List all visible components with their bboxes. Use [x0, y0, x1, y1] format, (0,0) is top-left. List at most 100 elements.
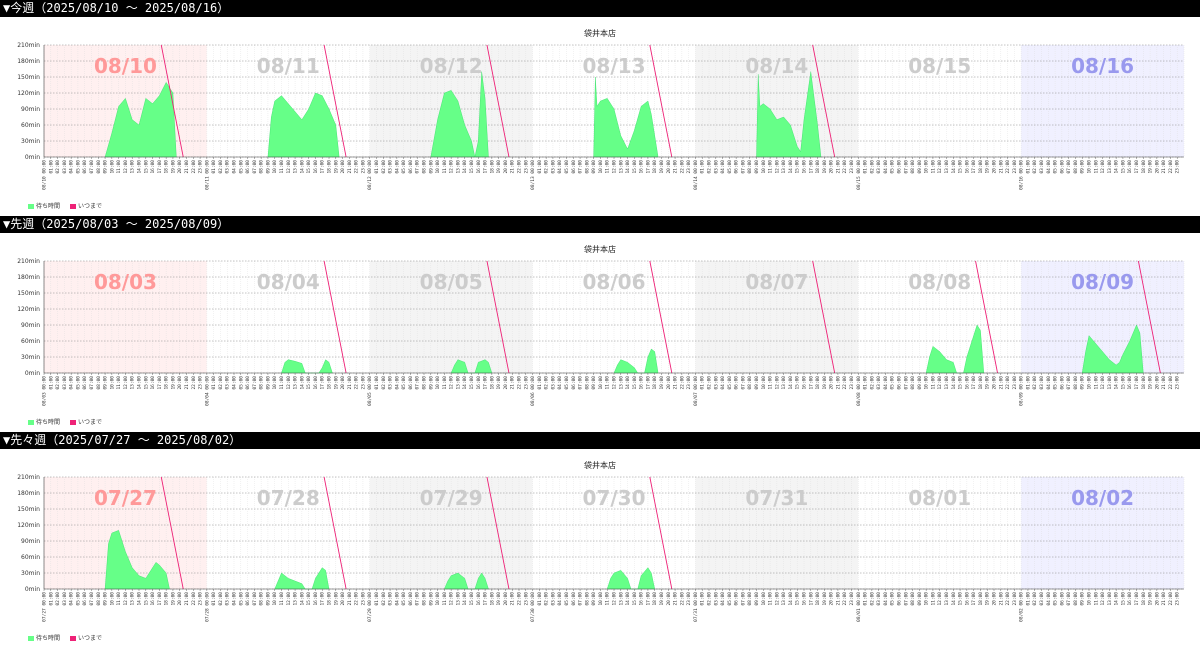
x-tick-label: 20:00	[992, 592, 998, 606]
y-tick-label: 180min	[17, 274, 40, 281]
x-tick-label: 03:00	[876, 592, 882, 606]
x-tick-label: 02:00	[707, 376, 713, 390]
x-tick-label: 08:00	[910, 592, 916, 606]
x-tick-label: 10:00	[924, 376, 930, 390]
x-tick-label: 14:00	[951, 376, 957, 390]
x-tick-label: 23:00	[686, 376, 692, 390]
x-tick-label: 21:00	[510, 592, 516, 606]
x-tick-label: 01:00	[211, 160, 217, 174]
x-tick-label: 07/31 00:00	[693, 592, 699, 622]
x-tick-label: 02:00	[218, 376, 224, 390]
x-tick-label: 04:00	[883, 160, 889, 174]
x-tick-label: 18:00	[164, 592, 170, 606]
x-tick-label: 12:00	[449, 376, 455, 390]
week-section-two-weeks-ago: ▼先々週（2025/07/27 ～ 2025/08/02） 袋井本店 0min 3…	[0, 432, 1200, 648]
legend-label-until: いつまで	[77, 635, 102, 642]
x-tick-label: 17:00	[645, 592, 651, 606]
x-tick-label: 12:00	[774, 160, 780, 174]
x-tick-label: 08/02 00:00	[1019, 592, 1025, 622]
x-tick-label: 03:00	[388, 592, 394, 606]
x-tick-label: 12:00	[286, 376, 292, 390]
x-tick-label: 08:00	[96, 160, 102, 174]
y-tick-label: 120min	[17, 306, 40, 313]
x-tick-label: 12:00	[937, 376, 943, 390]
x-tick-label: 08:00	[1073, 592, 1079, 606]
x-tick-label: 07:00	[89, 160, 95, 174]
day-label: 08/05	[420, 270, 483, 294]
x-tick-label: 14:00	[788, 160, 794, 174]
x-tick-label: 09:00	[428, 160, 434, 174]
x-tick-label: 02:00	[544, 160, 550, 174]
x-tick-label: 18:00	[327, 376, 333, 390]
x-tick-label: 19:00	[333, 376, 339, 390]
x-tick-label: 09:00	[591, 592, 597, 606]
until-line	[486, 476, 510, 590]
x-tick-label: 04:00	[69, 160, 75, 174]
x-tick-label: 01:00	[48, 376, 54, 390]
x-tick-label: 11:00	[279, 376, 285, 390]
x-tick-label: 04:00	[394, 160, 400, 174]
y-tick-label: 210min	[17, 258, 40, 265]
x-tick-label: 15:00	[469, 376, 475, 390]
x-tick-label: 16:00	[476, 376, 482, 390]
x-tick-label: 21:00	[1161, 592, 1167, 606]
x-tick-label: 23:00	[849, 592, 855, 606]
x-tick-label: 07/27 00:00	[42, 592, 48, 622]
x-tick-label: 12:00	[123, 160, 129, 174]
x-tick-label: 10:00	[272, 592, 278, 606]
day-label: 07/31	[745, 486, 808, 510]
x-tick-label: 23:00	[849, 376, 855, 390]
until-line	[323, 260, 347, 374]
x-tick-label: 18:00	[978, 592, 984, 606]
x-tick-label: 01:00	[211, 592, 217, 606]
x-tick-label: 22:00	[1005, 376, 1011, 390]
x-tick-label: 14:00	[299, 592, 305, 606]
week-section-last-week: ▼先週（2025/08/03 ～ 2025/08/09） 袋井本店 0min 30…	[0, 216, 1200, 432]
x-tick-label: 20:00	[1154, 592, 1160, 606]
x-tick-label: 09:00	[1080, 376, 1086, 390]
x-tick-label: 19:00	[985, 592, 991, 606]
x-tick-label: 09:00	[591, 376, 597, 390]
y-tick-label: 180min	[17, 490, 40, 497]
x-tick-label: 07:00	[740, 376, 746, 390]
x-tick-label: 17:00	[483, 376, 489, 390]
x-tick-label: 03:00	[876, 160, 882, 174]
x-tick-label: 08/15 00:00	[856, 160, 862, 190]
x-tick-label: 10:00	[272, 160, 278, 174]
x-tick-label: 06:00	[1059, 160, 1065, 174]
x-tick-label: 10:00	[924, 160, 930, 174]
x-tick-label: 20:00	[829, 376, 835, 390]
x-tick-label: 12:00	[286, 592, 292, 606]
x-tick-label: 04:00	[1046, 160, 1052, 174]
x-tick-label: 17:00	[157, 160, 163, 174]
x-tick-label: 07/29 00:00	[367, 592, 373, 622]
x-tick-label: 04:00	[394, 376, 400, 390]
x-tick-label: 13:00	[293, 592, 299, 606]
x-tick-label: 11:00	[605, 592, 611, 606]
legend-label-wait: 待ち時間	[36, 635, 61, 642]
x-tick-label: 17:00	[320, 592, 326, 606]
x-tick-label: 13:00	[130, 376, 136, 390]
x-tick-label: 23:00	[198, 592, 204, 606]
x-tick-label: 11:00	[930, 160, 936, 174]
x-tick-label: 15:00	[632, 160, 638, 174]
x-tick-label: 08:00	[96, 592, 102, 606]
wait-time-chart: 0min 30min 60min 90min 120min 150min 180min 210…	[17, 258, 1185, 406]
wait-time-area	[593, 76, 659, 158]
x-tick-label: 16:00	[313, 592, 319, 606]
x-tick-label: 21:00	[835, 376, 841, 390]
day-label: 08/08	[908, 270, 971, 294]
x-tick-label: 20:00	[503, 592, 509, 606]
x-tick-label: 06:00	[245, 160, 251, 174]
x-tick-label: 08/12 00:00	[367, 160, 373, 190]
x-tick-label: 04:00	[720, 376, 726, 390]
x-tick-label: 05:00	[401, 376, 407, 390]
x-tick-label: 21:00	[835, 592, 841, 606]
day-label: 08/15	[908, 54, 971, 78]
x-tick-label: 14:00	[951, 592, 957, 606]
week-section-this-week: ▼今週（2025/08/10 ～ 2025/08/16） 袋井本店 0min 30…	[0, 0, 1200, 216]
until-line	[486, 260, 510, 374]
x-tick-label: 20:00	[340, 592, 346, 606]
x-tick-label: 17:00	[971, 592, 977, 606]
x-tick-label: 21:00	[184, 160, 190, 174]
